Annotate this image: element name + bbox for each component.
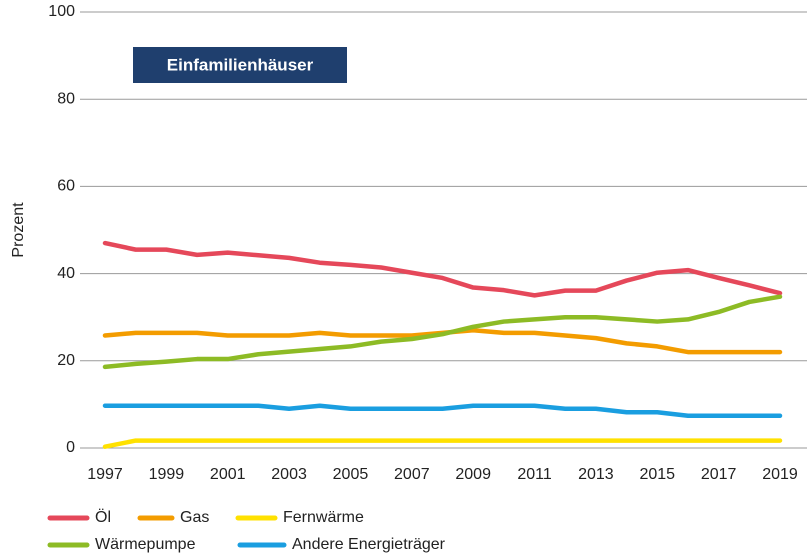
annotation-box	[133, 47, 347, 83]
x-tick-label: 2009	[455, 466, 491, 483]
y-tick-label: 60	[57, 178, 75, 195]
x-tick-label: 2017	[701, 466, 737, 483]
x-tick-label: 2011	[517, 466, 552, 483]
series-line	[102, 438, 783, 449]
x-tick-label: 2003	[271, 466, 307, 483]
x-tick-label: 2005	[333, 466, 369, 483]
y-tick-label: 100	[48, 3, 75, 20]
x-tick-label: 2015	[639, 466, 675, 483]
annotation: Einfamilienhäuser	[167, 55, 314, 74]
x-tick-label: 1999	[149, 466, 185, 483]
y-axis-label: Prozent	[10, 202, 27, 258]
legend-label: Öl	[95, 508, 111, 526]
x-tick-label: 2007	[394, 466, 430, 483]
legend-label: Gas	[180, 509, 209, 526]
legend-label: Fernwärme	[283, 509, 364, 526]
x-tick-label: 2001	[210, 466, 246, 483]
legend-label: Andere Energieträger	[292, 536, 446, 553]
x-tick-label: 1997	[87, 466, 123, 483]
legend-label: Wärmepumpe	[95, 536, 196, 553]
x-tick-label: 2019	[762, 466, 798, 483]
series-line	[102, 403, 783, 418]
y-tick-label: 0	[66, 439, 75, 456]
y-tick-label: 40	[57, 265, 75, 282]
series-line	[102, 294, 783, 370]
y-tick-label: 20	[57, 352, 75, 369]
x-tick-label: 2013	[578, 466, 614, 483]
series-line	[102, 240, 783, 298]
y-tick-label: 80	[57, 90, 75, 107]
